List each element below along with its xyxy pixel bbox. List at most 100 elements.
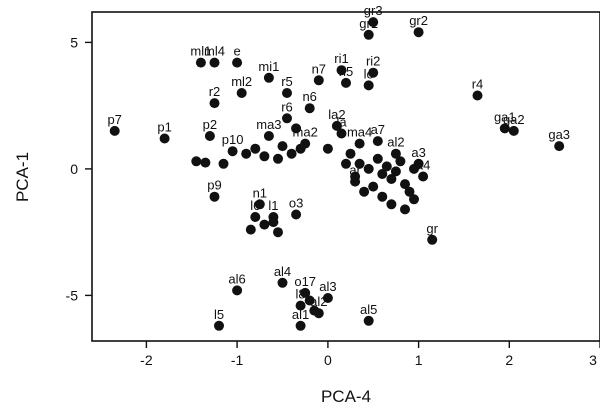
data-point <box>204 131 215 141</box>
data-point <box>277 277 288 288</box>
data-point <box>404 186 415 197</box>
data-point <box>354 158 365 169</box>
data-point <box>400 204 410 215</box>
x-tick-label: 2 <box>505 352 513 368</box>
data-point <box>273 227 283 238</box>
point-label: al2 <box>387 135 404 150</box>
point-label: o3 <box>289 196 303 211</box>
y-tick-label: -5 <box>66 287 79 303</box>
data-point <box>413 27 424 38</box>
data-point <box>336 128 347 139</box>
data-point <box>499 123 510 134</box>
data-point <box>250 143 261 154</box>
x-tick-label: -1 <box>231 352 244 368</box>
point-label: o17 <box>294 274 316 289</box>
point-label: la2 <box>328 107 345 122</box>
data-point <box>359 186 370 197</box>
data-point <box>409 163 419 174</box>
data-point <box>209 98 220 109</box>
data-point <box>322 293 333 303</box>
point-label: p10 <box>222 132 244 147</box>
data-point <box>341 77 351 88</box>
data-point <box>191 156 202 167</box>
point-label: n1 <box>253 185 267 200</box>
point-label: ga1 <box>494 109 516 124</box>
data-point <box>295 300 306 311</box>
y-tick-label: 0 <box>70 161 78 177</box>
data-point <box>381 161 392 172</box>
data-point <box>245 224 256 235</box>
point-label: mi1 <box>258 59 279 74</box>
point-label: r6 <box>281 99 293 114</box>
point-label: l5 <box>214 307 224 322</box>
point-label: n7 <box>312 61 326 76</box>
data-point <box>263 72 274 83</box>
data-point <box>386 174 397 184</box>
data-point <box>227 146 238 157</box>
point-label: e <box>233 44 240 59</box>
data-point <box>368 67 379 78</box>
point-label: ri2 <box>366 54 380 69</box>
point-label: ga2 <box>503 112 525 127</box>
x-tick-label: 0 <box>324 352 332 368</box>
data-point <box>372 153 383 164</box>
data-point <box>291 123 302 134</box>
point-label: p7 <box>107 112 121 127</box>
data-point <box>159 133 170 144</box>
data-point <box>390 166 401 177</box>
point-label: a3 <box>411 145 425 160</box>
x-tick-label: -2 <box>140 352 153 368</box>
point-label: l8 <box>296 287 306 302</box>
data-point <box>200 157 211 168</box>
data-point <box>254 199 265 210</box>
data-point <box>363 29 374 40</box>
point-label: gr2 <box>409 13 428 28</box>
point-label: al3 <box>319 279 336 294</box>
data-point <box>350 171 361 182</box>
data-point <box>286 148 297 159</box>
data-point <box>268 217 279 228</box>
plot-frame <box>91 11 600 342</box>
data-point <box>263 131 274 141</box>
point-label: gr <box>426 221 438 236</box>
point-label: n5 <box>339 64 353 79</box>
point-label: ma3 <box>256 117 281 132</box>
point-label: lo <box>364 66 374 81</box>
data-point <box>277 141 288 152</box>
data-point <box>282 113 292 124</box>
data-point <box>214 320 224 331</box>
data-point <box>386 199 397 210</box>
data-point <box>336 65 347 76</box>
data-point <box>345 148 356 159</box>
data-point <box>368 17 379 28</box>
point-label: ga3 <box>548 127 570 142</box>
y-tick-label: 5 <box>70 34 78 50</box>
data-point <box>377 169 388 179</box>
data-point <box>322 143 333 154</box>
point-label: a7 <box>371 122 385 137</box>
point-label: ml4 <box>204 44 225 59</box>
data-point <box>304 295 315 306</box>
x-tick-label: 1 <box>415 352 423 368</box>
point-label: al6 <box>228 271 245 286</box>
data-point <box>295 320 306 331</box>
point-label: al2 <box>310 294 327 309</box>
point-label: al4 <box>274 264 291 279</box>
point-label: p1 <box>157 120 171 135</box>
data-point <box>372 136 383 147</box>
data-point <box>377 191 388 202</box>
data-point <box>304 103 315 114</box>
data-point <box>363 80 374 91</box>
data-point <box>241 148 252 159</box>
data-point <box>354 138 365 149</box>
data-point <box>232 285 243 296</box>
data-point <box>395 156 406 167</box>
point-label: al1 <box>292 307 309 322</box>
data-point <box>109 125 120 136</box>
data-point <box>508 125 519 136</box>
point-label: gr1 <box>359 16 378 31</box>
point-label: p2 <box>203 117 217 132</box>
data-point <box>236 88 247 98</box>
